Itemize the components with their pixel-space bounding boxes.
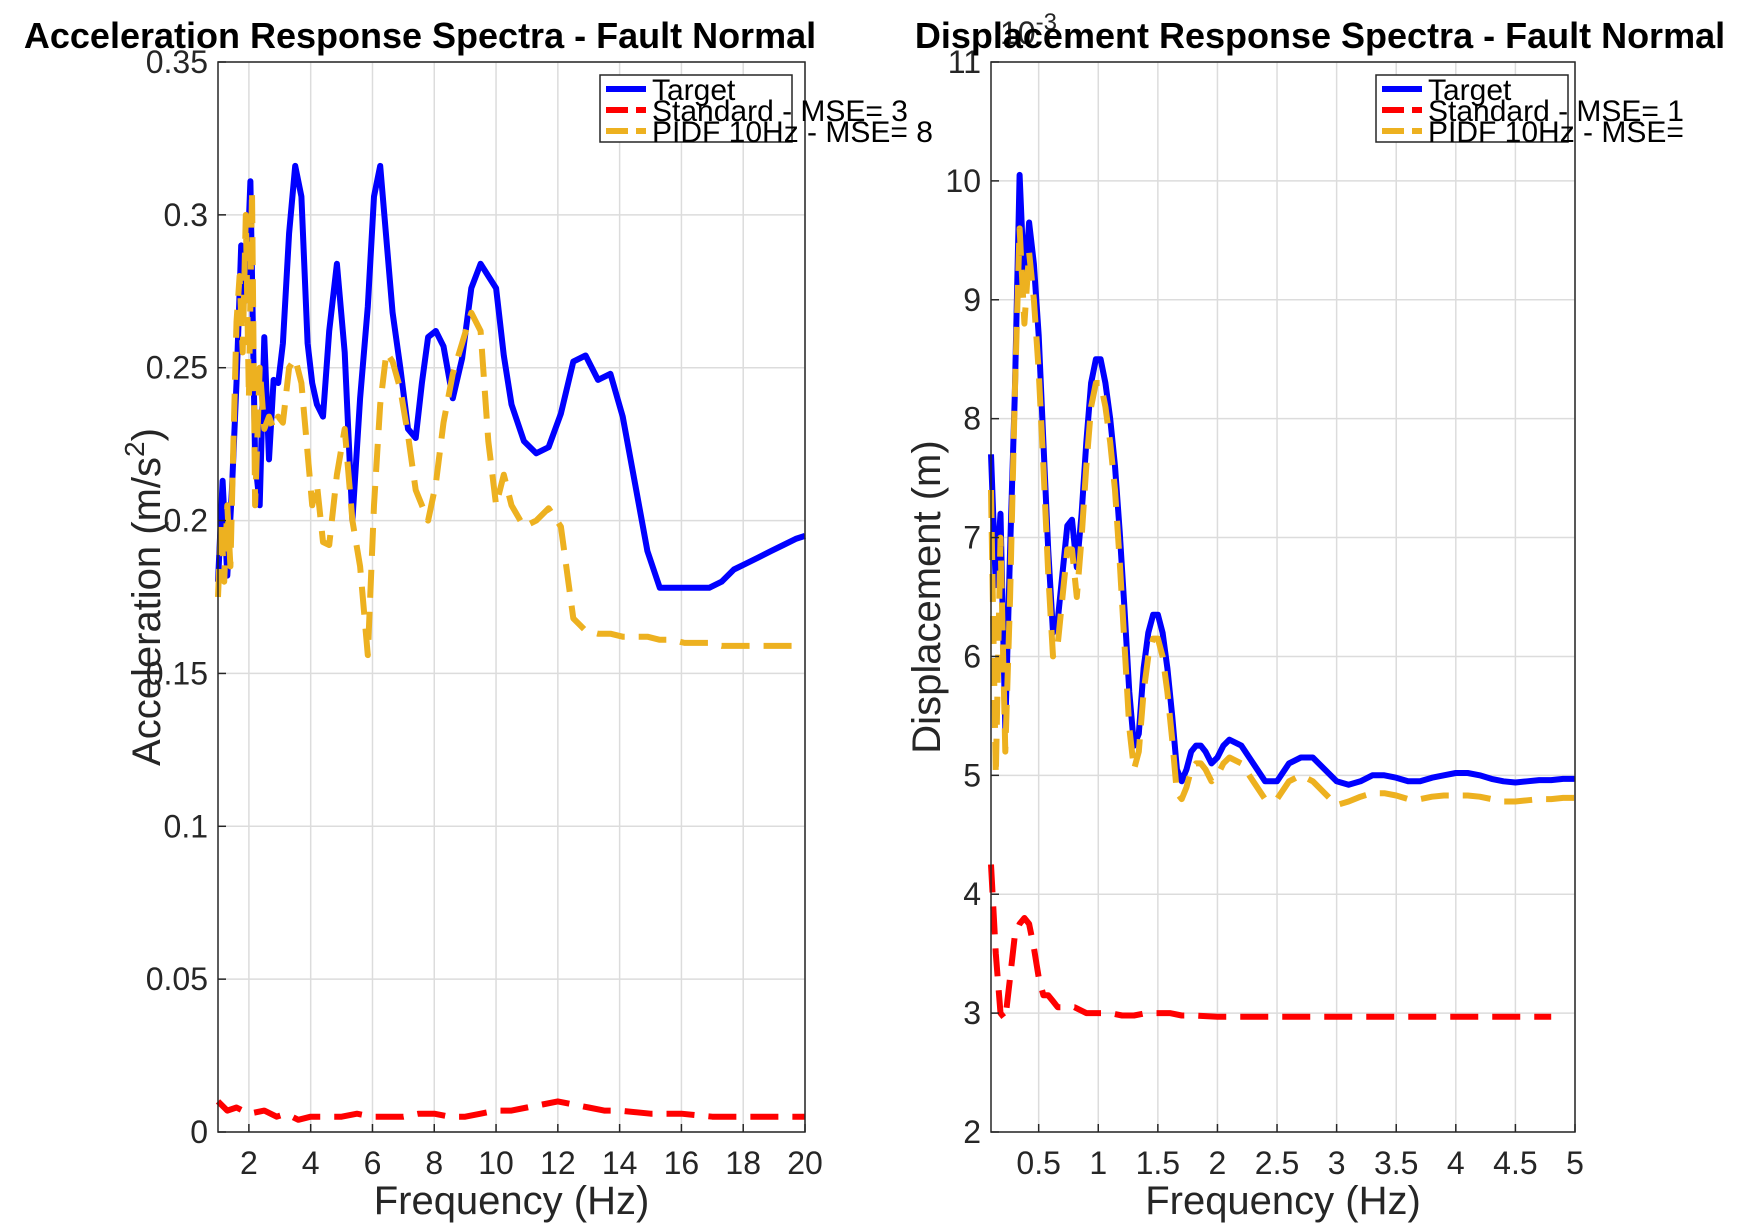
displacement-x-tick-label: 1: [1089, 1145, 1107, 1181]
acceleration-x-axis-label: Frequency (Hz): [374, 1179, 650, 1223]
displacement-x-tick-label: 3.5: [1374, 1145, 1418, 1181]
acceleration-subplot: 2 4 6 8 10 12 14 16 18 20 0 0.05 0.1 0.15 0.2 0.25 0.3 0.…: [24, 15, 933, 1223]
acceleration-x-tick-label: 4: [302, 1145, 320, 1181]
displacement-legend-label-pidf: PIDF 10Hz - MSE=: [1428, 116, 1684, 149]
displacement-series-pidf-line: [988, 225, 1575, 809]
displacement-x-tick-label: 1.5: [1136, 1145, 1180, 1181]
acceleration-x-tick-label: 16: [664, 1145, 700, 1181]
displacement-y-axis-label: Displacement (m): [905, 440, 949, 753]
acceleration-y-tick-label: 0.3: [164, 197, 208, 233]
displacement-y-tick-label: 6: [963, 638, 981, 674]
displacement-x-tick-label: 3: [1328, 1145, 1346, 1181]
acceleration-x-tick-label: 2: [240, 1145, 258, 1181]
displacement-x-tick-label: 5: [1566, 1145, 1584, 1181]
displacement-chart-title: Displacement Response Spectra - Fault No…: [915, 15, 1725, 56]
acceleration-y-tick-label: 0.25: [146, 350, 208, 386]
displacement-ticks: 0.5 1 1.5 2 2.5 3 3.5 4 4.5 5 2 3 4 5 6 7 8 9 10 11: [945, 44, 1583, 1181]
displacement-axes-box: [990, 61, 1576, 1133]
acceleration-x-tick-label: 6: [364, 1145, 382, 1181]
displacement-y-tick-label: 2: [963, 1114, 981, 1150]
displacement-x-axis-label: Frequency (Hz): [1145, 1179, 1421, 1223]
acceleration-legend-label-target: Target: [652, 74, 736, 107]
acceleration-x-tick-label: 8: [425, 1145, 443, 1181]
acceleration-x-tick-label: 18: [725, 1145, 761, 1181]
acceleration-x-tick-label: 10: [478, 1145, 514, 1181]
acceleration-x-tick-label: 14: [602, 1145, 638, 1181]
displacement-subplot: 0.5 1 1.5 2 2.5 3 3.5 4 4.5 5 2 3 4 5 6 7 8 9 10 11 10-3 Di…: [905, 9, 1725, 1223]
acceleration-y-tick-label: 0.05: [146, 961, 208, 997]
displacement-y-tick-label: 3: [963, 995, 981, 1031]
acceleration-x-tick-label: 20: [787, 1145, 823, 1181]
acceleration-y-tick-label: 0.1: [164, 808, 208, 844]
acceleration-series-standard-line: [215, 1098, 805, 1123]
acceleration-series-target-line: [215, 162, 806, 591]
acceleration-y-tick-label: 0.35: [146, 44, 208, 80]
acceleration-y-tick-label: 0.15: [146, 655, 208, 691]
displacement-y-tick-label: 11: [948, 44, 981, 80]
displacement-y-exponent-label: 10-3: [1000, 9, 1057, 51]
displacement-y-tick-label: 7: [963, 520, 981, 556]
acceleration-y-tick-label: 0.2: [164, 503, 208, 539]
acceleration-legend-label-pidf: PIDF 10Hz - MSE= 8: [652, 116, 933, 149]
acceleration-ticks: 2 4 6 8 10 12 14 16 18 20 0 0.05 0.1 0.15 0.2 0.25 0.3 0.…: [146, 44, 823, 1181]
displacement-legend-label-target: Target: [1428, 74, 1512, 107]
displacement-lines: [988, 171, 1575, 1023]
displacement-y-tick-label: 4: [963, 876, 981, 912]
displacement-y-tick-label: 5: [963, 757, 981, 793]
displacement-y-tick-label: 8: [963, 401, 981, 437]
acceleration-series-pidf-line: [215, 187, 805, 659]
displacement-series-standard-line: [988, 864, 1552, 1023]
acceleration-legend-label-standard: Standard - MSE= 3: [652, 95, 908, 128]
acceleration-chart-title: Acceleration Response Spectra - Fault No…: [24, 15, 816, 56]
displacement-x-tick-label: 4: [1447, 1145, 1465, 1181]
acceleration-axes-box: [217, 61, 806, 1133]
acceleration-y-tick-label: 0: [190, 1114, 208, 1150]
displacement-y-tick-label: 9: [963, 282, 981, 318]
displacement-x-tick-label: 4.5: [1493, 1145, 1537, 1181]
acceleration-y-axis-label: Acceleration (m/s2): [119, 428, 169, 766]
displacement-x-tick-label: 0.5: [1016, 1145, 1060, 1181]
acceleration-lines: [215, 162, 806, 1123]
displacement-x-tick-label: 2: [1209, 1145, 1227, 1181]
acceleration-x-tick-label: 12: [540, 1145, 576, 1181]
displacement-y-tick-label: 10: [945, 163, 981, 199]
displacement-x-tick-label: 2.5: [1255, 1145, 1299, 1181]
displacement-legend-label-standard: Standard - MSE= 1: [1428, 95, 1684, 128]
